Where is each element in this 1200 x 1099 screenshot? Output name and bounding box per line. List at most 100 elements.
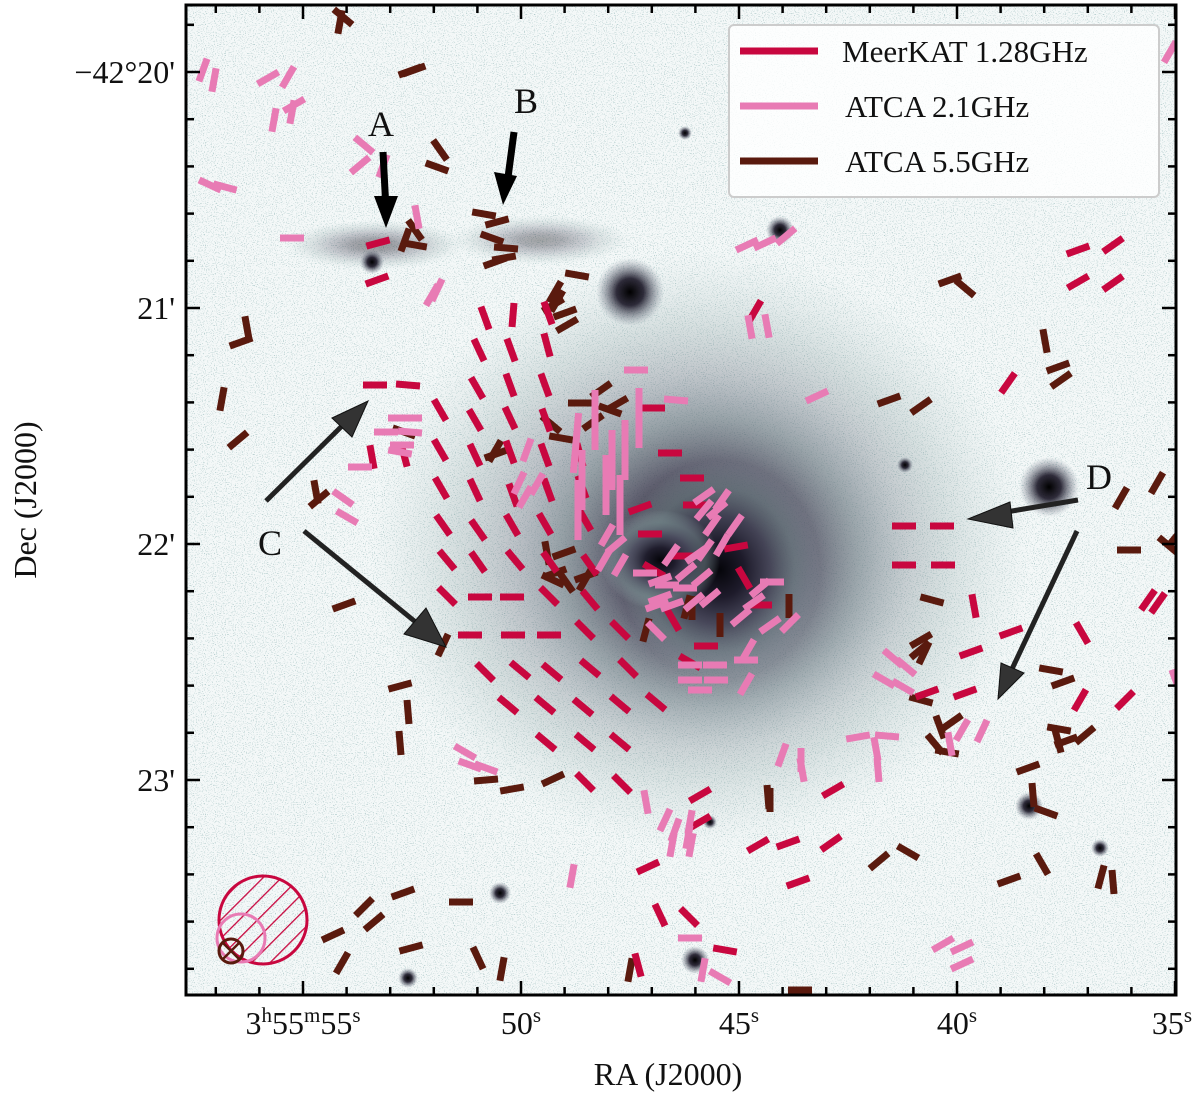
x-tick-labels: 3h55m55s 50s 45s 40s 35s: [245, 1003, 1192, 1041]
polarization-vector: [610, 552, 630, 578]
polarization-vector: [785, 874, 811, 890]
polarization-vector: [1032, 851, 1052, 877]
polarization-vector: [474, 661, 496, 683]
polarization-vector: [870, 736, 882, 762]
polarization-vector: [540, 550, 560, 574]
polarization-vector: [937, 272, 963, 288]
polarization-vector: [331, 488, 355, 508]
polarization-vector: [352, 134, 376, 156]
polarization-vector: [796, 757, 808, 783]
polarization-vector: [952, 685, 978, 701]
polarization-vector: [473, 775, 499, 785]
polarization-vector: [919, 593, 945, 607]
polarization-vector: [914, 685, 940, 701]
polarization-vector: [712, 488, 732, 512]
polarization-vector: [538, 585, 560, 607]
polarization-vector: [468, 550, 488, 574]
polarization-vector: [538, 407, 554, 433]
polarization-vector: [666, 832, 678, 858]
polarization-vector: [949, 938, 975, 956]
polarization-vector: [659, 597, 685, 613]
polarization-vector: [697, 957, 709, 983]
polarization-vector: [952, 717, 972, 743]
polarization-vector: [693, 498, 715, 522]
polarization-vector: [1138, 588, 1158, 612]
polarization-vector: [608, 731, 632, 753]
legend-label-meerkat: MeerKAT 1.28GHz: [842, 34, 1088, 69]
annotation-letters: A B C D: [258, 81, 1112, 563]
polarization-vector: [503, 337, 519, 363]
polarization-vector: [895, 842, 921, 862]
polarization-vector: [545, 279, 565, 305]
polarization-vector: [1160, 39, 1175, 65]
ytick-21: 21': [137, 290, 175, 326]
polarization-vector: [436, 548, 458, 572]
polarization-vector: [687, 785, 713, 805]
polarization-vector: [496, 694, 520, 716]
x-axis-label: RA (J2000): [594, 1056, 742, 1092]
axis-ticks: [186, 5, 1177, 995]
polarization-vector: [551, 545, 577, 561]
ytick-22: 22': [137, 526, 175, 562]
polarization-vector: [1101, 273, 1125, 293]
polarization-vector: [540, 300, 556, 326]
polarization-vector: [502, 512, 522, 538]
polarization-vector: [909, 396, 933, 416]
polarization-vector: [569, 412, 583, 474]
polarization-vector: [510, 470, 528, 496]
polarization-vector: [734, 236, 760, 254]
polarization-vector: [430, 138, 450, 162]
polarization-vector: [540, 770, 566, 788]
polarization-vector: [745, 835, 771, 855]
polarization-vector: [1015, 760, 1041, 776]
polarization-vector: [707, 967, 733, 987]
ytick-23: 23': [137, 762, 175, 798]
polarization-vector: [631, 952, 645, 978]
polarization-vector: [644, 597, 670, 613]
polarization-vector: [876, 392, 902, 408]
polarization-vector: [580, 553, 600, 577]
polarization-vector: [725, 513, 745, 537]
polarization-vector: [1039, 328, 1051, 354]
polarization-vector: [552, 305, 578, 321]
polarization-vector: [286, 99, 298, 125]
polarization-vector: [502, 439, 518, 465]
polarization-vector: [534, 731, 558, 753]
polarization-vector: [527, 471, 547, 497]
polarization-vector: [468, 518, 488, 542]
polarization-vector: [566, 863, 578, 889]
polarization-vector: [431, 475, 451, 501]
polarization-vector: [504, 548, 526, 572]
polarization-vector: [466, 442, 484, 468]
polarization-vector: [465, 407, 485, 433]
polarization-vector: [405, 218, 425, 242]
polarization-vector: [579, 588, 601, 612]
polarization-vector: [1148, 591, 1168, 615]
polarization-vector: [645, 620, 667, 642]
polarization-vector: [430, 437, 450, 463]
polarization-vector: [712, 532, 732, 558]
polarization-vector: [331, 597, 357, 613]
polarization-vector: [930, 934, 956, 954]
polarization-vector: [397, 63, 423, 79]
legend-label-atca55: ATCA 5.5GHz: [845, 144, 1029, 179]
polarization-vector: [934, 746, 960, 758]
plot-frame: [184, 3, 1178, 997]
polarization-vector: [968, 593, 980, 619]
polarization-vector: [1070, 687, 1090, 713]
polarization-vector: [477, 305, 493, 331]
polarization-vector: [571, 696, 595, 718]
polarization-vector: [758, 615, 782, 635]
polarization-vector: [958, 644, 984, 660]
polarization-vector: [1045, 359, 1071, 375]
polarization-vector: [433, 513, 453, 537]
polarization-vector: [742, 592, 766, 612]
polarization-vector: [366, 444, 378, 470]
polarization-vector: [491, 252, 517, 264]
polarization-vector: [819, 833, 843, 853]
polarization-vector: [505, 482, 521, 508]
polarization-vector: [469, 945, 487, 971]
polarization-vector: [228, 334, 254, 350]
polarization-vector: [820, 780, 846, 800]
